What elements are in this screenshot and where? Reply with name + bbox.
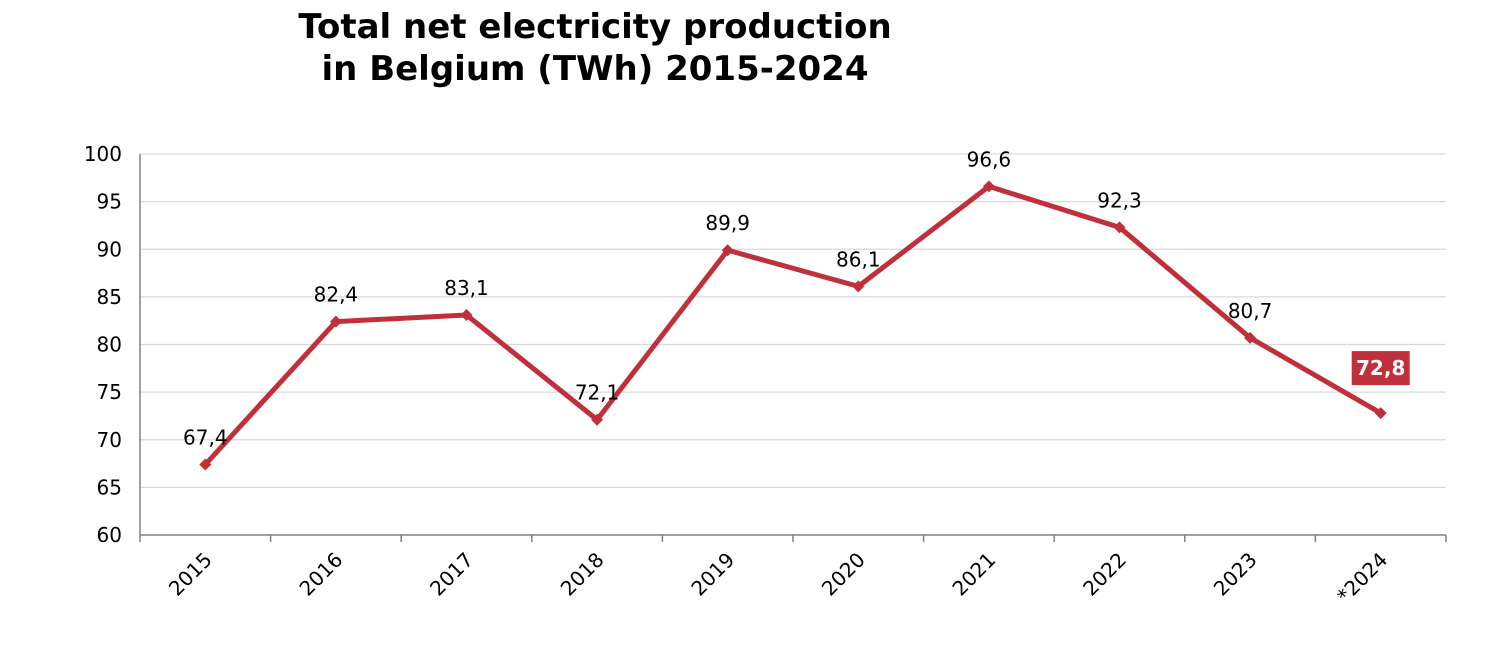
data-label: 80,7 [1228, 299, 1273, 323]
data-point-marker [329, 315, 342, 328]
data-point-marker [591, 413, 604, 426]
y-tick-label: 100 [84, 142, 122, 166]
y-tick-label: 85 [97, 285, 122, 309]
x-tick-label-2015: 2015 [164, 548, 217, 601]
data-label: 89,9 [705, 211, 750, 235]
x-tick-label-2021: 2021 [947, 548, 1000, 601]
data-labels: 67,4 82,4 83,1 72,1 89,9 86,1 96,6 92,3 80,7 72,8 [183, 147, 1410, 450]
data-point-marker [852, 280, 865, 293]
data-point-marker [1113, 221, 1126, 234]
y-tick-label: 70 [97, 428, 122, 452]
data-label: 67,4 [183, 426, 228, 450]
y-tick-labels: 60 65 70 75 80 85 90 95 100 [84, 142, 122, 547]
data-point-marker [1374, 407, 1387, 420]
data-label: 96,6 [967, 147, 1012, 171]
y-tick-label: 60 [97, 523, 122, 547]
y-tick-label: 90 [97, 237, 122, 261]
data-point-marker [1244, 331, 1257, 344]
series-line [202, 183, 1384, 468]
data-point-marker [199, 458, 212, 471]
chart-title-line-1: Total net electricity production [298, 7, 892, 47]
x-tick-label-2023: 2023 [1209, 548, 1262, 601]
chart-title: Total net electricity production in Belg… [235, 6, 955, 90]
data-label: 92,3 [1097, 188, 1142, 212]
highlight-label-box [1351, 351, 1410, 386]
data-label: 83,1 [444, 276, 489, 300]
axes [139, 154, 1447, 542]
x-tick-label-2018: 2018 [556, 548, 609, 601]
y-tick-label: 95 [97, 190, 122, 214]
x-tick-label-2020: 2020 [817, 548, 870, 601]
x-tick-label-2022: 2022 [1078, 548, 1131, 601]
data-point-marker [721, 244, 734, 257]
y-tick-label: 65 [97, 475, 122, 499]
data-series [202, 183, 1384, 468]
data-point-marker [460, 308, 473, 321]
chart-title-line-2: in Belgium (TWh) 2015-2024 [321, 49, 869, 89]
data-label: 82,4 [314, 283, 359, 307]
data-label: 86,1 [836, 247, 881, 271]
data-point-marker [982, 180, 995, 193]
y-tick-label: 80 [97, 333, 122, 357]
x-tick-label-2019: 2019 [686, 548, 739, 601]
x-tick-labels: 2015 2016 2017 2018 2019 2020 2021 2022 2023 *202… [164, 548, 1392, 608]
x-tick-label-2016: 2016 [294, 548, 347, 601]
y-tick-label: 75 [97, 380, 122, 404]
x-tick-label-2017: 2017 [425, 548, 478, 601]
x-tick-label-2024: *2024 [1332, 548, 1392, 608]
data-label: 72,1 [575, 381, 620, 405]
gridlines [140, 153, 1446, 488]
data-markers [199, 180, 1387, 471]
data-label-highlight: 72,8 [1356, 356, 1405, 380]
